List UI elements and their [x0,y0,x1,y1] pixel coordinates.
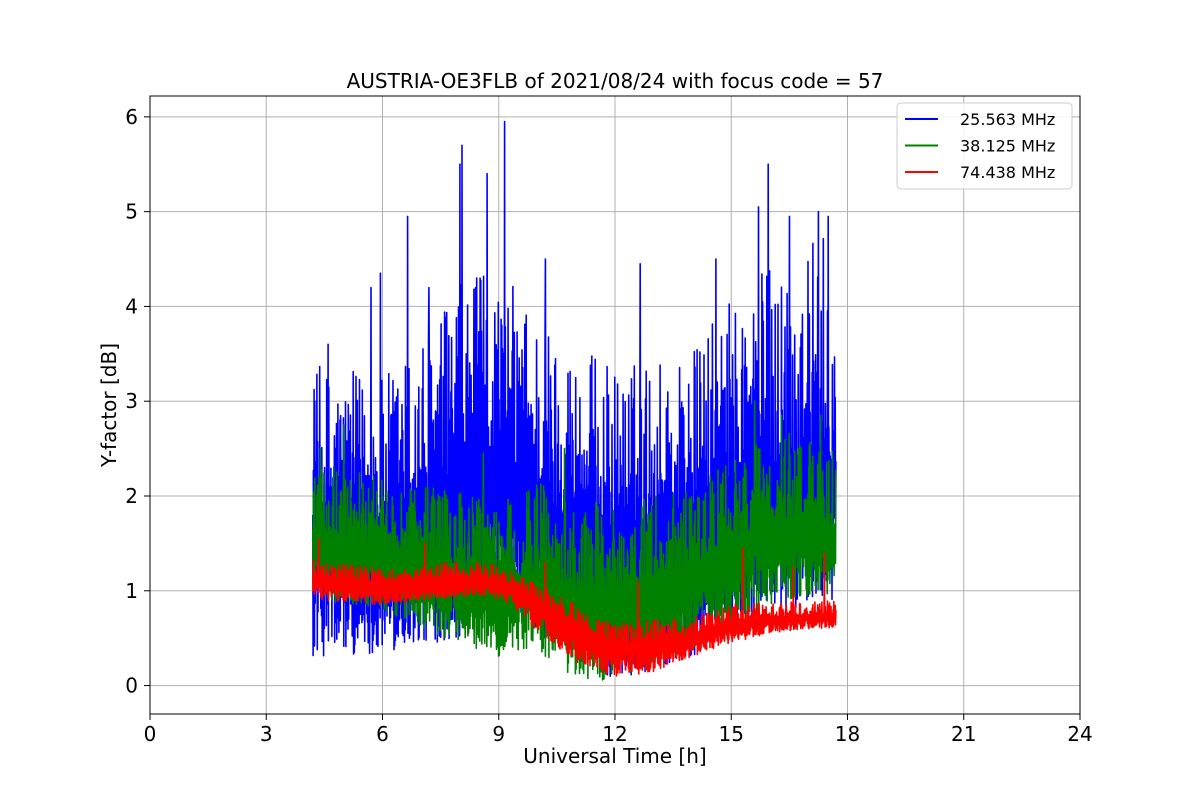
legend-label: 38.125 MHz [960,137,1055,156]
y-tick-label: 3 [125,389,138,413]
legend-label: 25.563 MHz [960,110,1055,129]
y-tick-label: 1 [125,579,138,603]
y-axis-ticks: 0 1 2 3 4 5 6 [125,105,150,698]
x-tick-label: 24 [1067,722,1092,746]
y-tick-label: 2 [125,484,138,508]
series-line-2 [312,400,837,681]
x-tick-label: 3 [260,722,273,746]
x-tick-label: 0 [144,722,157,746]
legend: 25.563 MHz 38.125 MHz 74.438 MHz [896,102,1073,190]
legend-label: 74.438 MHz [960,163,1055,182]
x-tick-label: 9 [492,722,505,746]
x-tick-label: 18 [835,722,860,746]
x-axis-ticks: 0 3 6 9 12 15 18 21 24 [144,714,1093,746]
y-axis-label: Y-factor [dB] [97,343,121,468]
y-tick-label: 0 [125,674,138,698]
series-line-1 [312,120,837,677]
y-tick-label: 5 [125,200,138,224]
x-axis-label: Universal Time [h] [523,744,706,768]
series-line-3 [312,537,837,677]
x-tick-label: 15 [719,722,744,746]
y-tick-label: 4 [125,294,138,318]
chart-title: AUSTRIA-OE3FLB of 2021/08/24 with focus … [347,69,884,93]
series-layer [312,120,837,681]
x-tick-label: 6 [376,722,389,746]
x-tick-label: 21 [951,722,976,746]
x-tick-label: 12 [602,722,627,746]
y-tick-label: 6 [125,105,138,129]
legend-box [896,102,1073,190]
